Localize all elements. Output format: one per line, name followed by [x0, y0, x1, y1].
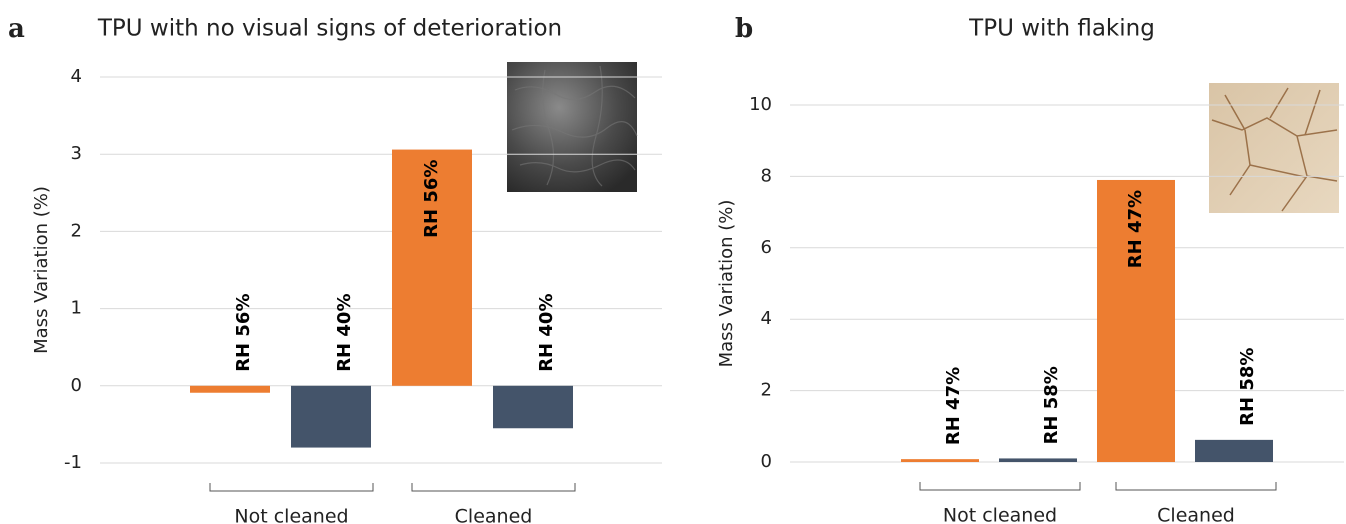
y-tick-label: 0: [71, 375, 82, 396]
y-tick-label: 6: [761, 237, 772, 258]
bar: [901, 459, 979, 462]
bar: [1097, 179, 1175, 462]
bar-label: RH 58%: [1041, 366, 1062, 444]
y-tick-label: 2: [761, 380, 772, 401]
y-tick-label: 8: [761, 165, 772, 186]
group-bracket: [1115, 482, 1277, 491]
panel-label: a: [8, 14, 25, 44]
panel-label: b: [735, 14, 753, 44]
bar: [999, 458, 1077, 462]
y-tick-label: -1: [64, 452, 82, 473]
bar: [392, 149, 472, 386]
chart-title: TPU with no visual signs of deterioratio…: [97, 16, 562, 42]
y-tick-label: 4: [71, 66, 82, 87]
y-tick-label: 3: [71, 143, 82, 164]
y-tick-label: 0: [761, 451, 772, 472]
y-tick-label: 4: [761, 308, 772, 329]
bar-label: RH 56%: [421, 160, 442, 238]
group-label: Cleaned: [1157, 505, 1235, 524]
bar: [291, 385, 371, 448]
y-axis-label: Mass Variation (%): [716, 200, 737, 368]
bar-label: RH 56%: [233, 294, 254, 372]
inset-photo-a: [507, 62, 638, 192]
group-label: Cleaned: [455, 506, 533, 524]
y-tick-label: 2: [71, 220, 82, 241]
chart-title: TPU with flaking: [968, 16, 1155, 42]
bar-label: RH 47%: [1125, 190, 1146, 268]
bar-label: RH 47%: [943, 367, 964, 445]
inset-photo-b: [1209, 83, 1339, 213]
bar-label: RH 40%: [536, 294, 557, 372]
bar: [493, 385, 573, 429]
y-tick-label: 1: [71, 298, 82, 319]
group-label: Not cleaned: [943, 505, 1057, 524]
bar-label: RH 40%: [334, 294, 355, 372]
y-tick-label: 10: [749, 94, 772, 115]
bar: [1195, 439, 1273, 462]
bar: [190, 385, 270, 393]
group-bracket: [919, 482, 1081, 491]
bar-label: RH 58%: [1237, 348, 1258, 426]
y-axis-label: Mass Variation (%): [31, 186, 52, 354]
group-bracket: [209, 483, 374, 492]
group-bracket: [411, 483, 576, 492]
group-label: Not cleaned: [234, 506, 348, 524]
